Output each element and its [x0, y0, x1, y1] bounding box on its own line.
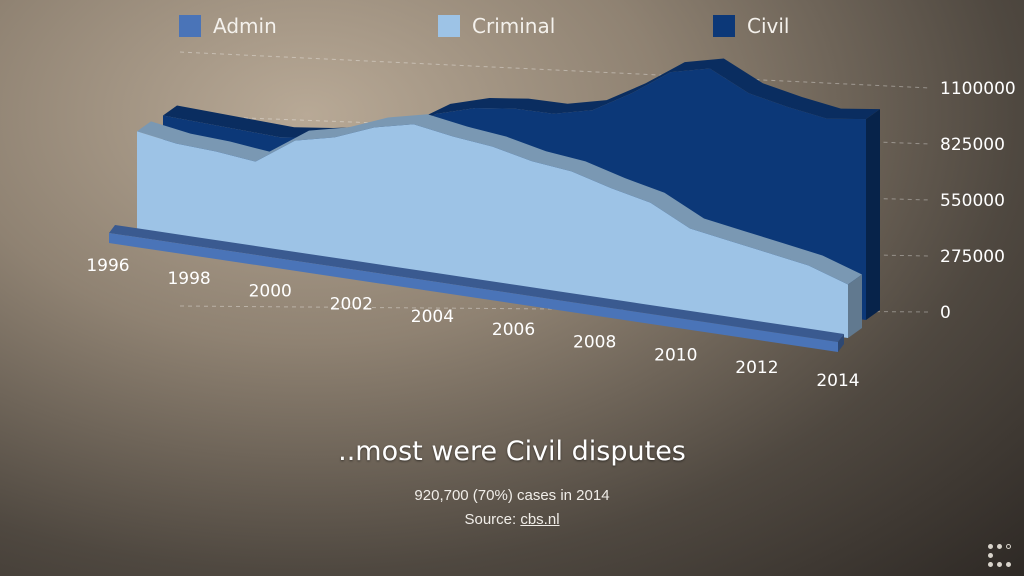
x-tick-label: 2012 [735, 358, 778, 378]
y-tick-label: 275000 [940, 247, 1005, 267]
legend-label-civil: Civil [747, 14, 790, 38]
legend-swatch-admin [179, 15, 201, 37]
area-chart-3d: 0 275000 550000 825000 1100000 1996 1998 2000 20… [86, 51, 1016, 391]
source-prefix: Source: [464, 511, 521, 528]
x-tick-label: 2002 [330, 294, 373, 314]
y-tick-label: 0 [940, 303, 951, 323]
legend-item-civil: Civil [713, 14, 789, 38]
x-tick-label: 2000 [249, 282, 292, 302]
dots-icon [988, 544, 1018, 570]
slide-subtext: 920,700 (70%) cases in 2014 Source: cbs.… [0, 484, 1024, 532]
x-tick-label: 1996 [86, 256, 129, 276]
series-side-admin [838, 333, 844, 352]
series-area-criminal [137, 124, 848, 338]
source-line: Source: cbs.nl [0, 508, 1024, 532]
legend-swatch-civil [713, 15, 735, 37]
x-tick-label: 2004 [411, 307, 454, 327]
x-tick-label: 1998 [167, 269, 210, 289]
legend-item-criminal: Criminal [438, 14, 555, 38]
legend-label-criminal: Criminal [472, 14, 556, 38]
slide-subtitle: 920,700 (70%) cases in 2014 [414, 487, 610, 504]
y-tick-label: 1100000 [940, 79, 1016, 99]
x-tick-label: 2014 [816, 371, 859, 391]
y-tick-label: 825000 [940, 135, 1005, 155]
x-tick-label: 2010 [654, 345, 697, 365]
series-ridge-admin [109, 224, 844, 342]
x-tick-label: 2006 [492, 320, 535, 340]
y-tick-label: 550000 [940, 191, 1005, 211]
series-ridge-criminal [137, 114, 862, 285]
source-link[interactable]: cbs.nl [520, 511, 560, 528]
series-side-civil [866, 109, 880, 321]
series-side-criminal [848, 274, 862, 338]
series-area-admin [109, 232, 838, 352]
legend-swatch-criminal [438, 15, 460, 37]
slide-headline: ..most were Civil disputes [338, 436, 686, 467]
gridline [179, 51, 931, 89]
x-tick-label: 2008 [573, 333, 616, 353]
legend-item-admin: Admin [179, 14, 277, 38]
chart-legend: Admin Criminal Civil [0, 14, 1024, 40]
legend-label-admin: Admin [213, 14, 277, 38]
